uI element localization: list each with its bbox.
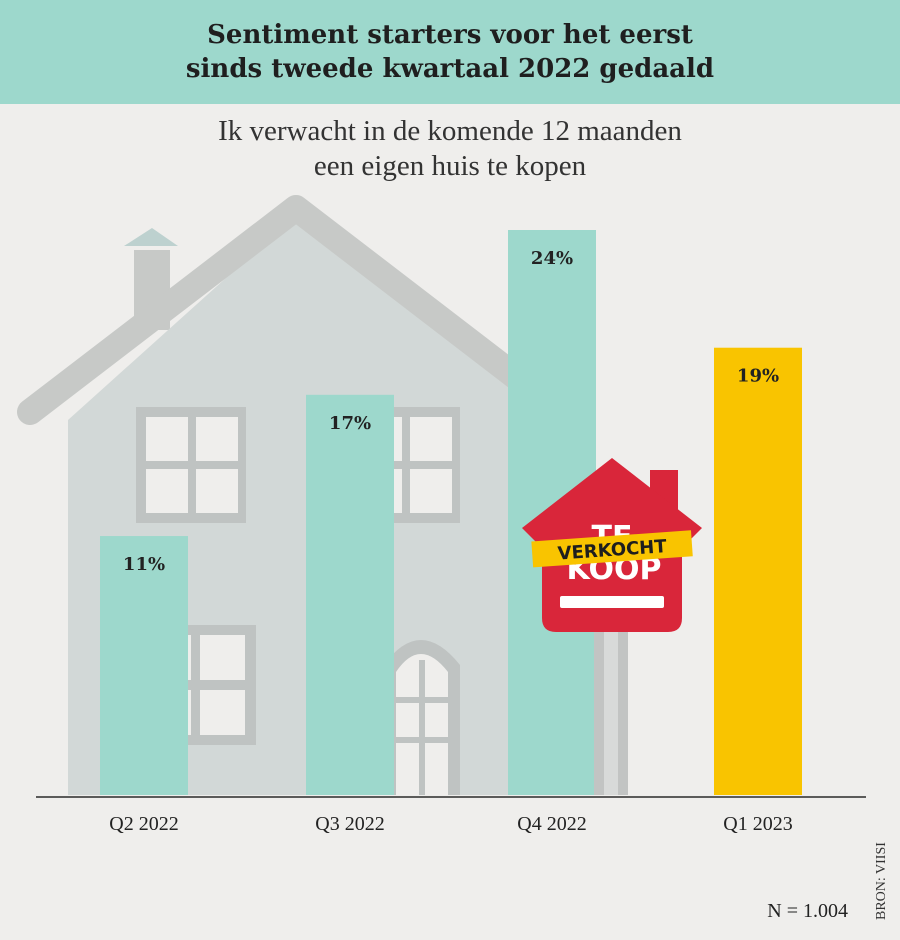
door (384, 640, 460, 795)
sign-white-bar (560, 596, 664, 608)
source-label: BRON: VIISI (874, 842, 889, 920)
bar-q1-2023 (714, 347, 802, 795)
bar-q3-2022 (306, 394, 394, 795)
bar-value-label: 11% (123, 554, 165, 575)
house-roof (17, 195, 533, 425)
title-line-1: Sentiment starters voor het eerst (207, 20, 693, 50)
sign-post-highlight (604, 628, 618, 795)
x-tick-label: Q2 2022 (109, 813, 178, 835)
bar-chart: 11% 17% 24% 19% TE KOOP VERKOCHT Q2 2022 Q3 … (17, 195, 866, 835)
subtitle-line-2: een eigen huis te kopen (313, 150, 587, 182)
window-upper-left (136, 407, 246, 523)
title-line-2: sinds tweede kwartaal 2022 gedaald (185, 54, 715, 84)
x-axis-labels: Q2 2022 Q3 2022 Q4 2022 Q1 2023 (109, 813, 792, 835)
x-tick-label: Q3 2022 (315, 813, 384, 835)
header-banner: Sentiment starters voor het eerst sinds … (0, 0, 900, 104)
chart-subtitle: Ik verwacht in de komende 12 maanden een… (0, 114, 900, 184)
sample-size-label: N = 1.004 (767, 900, 848, 922)
chimney-cap (124, 228, 178, 246)
bar-value-label: 19% (737, 366, 779, 387)
x-tick-label: Q1 2023 (723, 813, 792, 835)
sold-banner: VERKOCHT (531, 530, 693, 568)
bar-value-label: 17% (329, 413, 371, 434)
bar-q2-2022 (100, 536, 188, 795)
x-tick-label: Q4 2022 (517, 813, 586, 835)
for-sale-sign: TE KOOP VERKOCHT (522, 458, 702, 795)
bar-value-label: 24% (531, 248, 573, 269)
subtitle-line-1: Ik verwacht in de komende 12 maanden (218, 115, 682, 147)
